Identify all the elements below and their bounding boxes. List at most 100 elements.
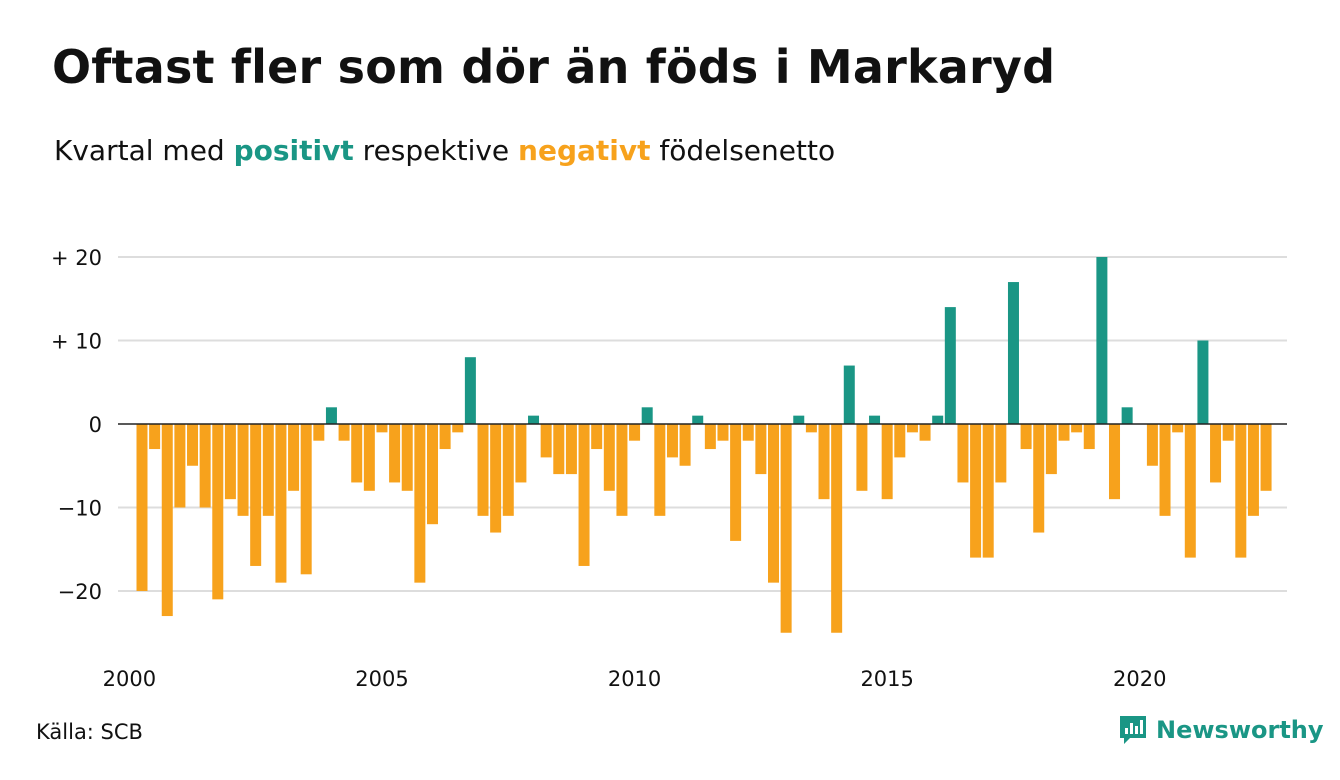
bar-negative [730,424,742,541]
bar-negative [906,424,918,433]
bar-negative [199,424,211,508]
bar-positive [932,415,944,424]
bar-negative [957,424,969,483]
subtitle-negative: negativt [518,134,651,167]
x-tick-label: 2005 [355,667,408,691]
bar-negative [1146,424,1158,466]
bar-negative [919,424,931,441]
y-tick-label: + 20 [51,246,102,270]
bar-negative [805,424,817,433]
bar-negative [654,424,666,516]
bar-negative [629,424,641,441]
bar-negative [553,424,565,475]
bar-negative [1247,424,1259,516]
bar-negative [401,424,413,491]
bar-negative [894,424,906,458]
bar-negative [174,424,186,508]
bar-negative [250,424,262,566]
bar-negative [755,424,767,475]
bar-positive [1197,340,1209,424]
bar-negative [1033,424,1045,533]
y-tick-label: 0 [89,413,102,437]
bar-negative [704,424,716,450]
subtitle-positive: positivt [233,134,354,167]
bar-negative [300,424,312,575]
bar-negative [982,424,994,558]
bar-negative [1222,424,1234,441]
x-tick-label: 2020 [1113,667,1166,691]
brand-name: Newsworthy [1156,716,1324,744]
bar-negative [477,424,489,516]
bar-negative [578,424,590,566]
bar-chart: + 20 + 10 0 −10 −20 2000 2005 2010 2015 2020 [51,246,1287,691]
source-note: Källa: SCB [36,720,143,744]
bar-negative [414,424,426,583]
bar-negative [187,424,199,466]
bar-positive [641,407,653,424]
bar-positive [944,307,956,424]
bar-negative [1210,424,1222,483]
subtitle-suffix: födelsenetto [650,134,836,167]
bar-negative [1235,424,1247,558]
bar-negative [603,424,615,491]
subtitle-prefix: Kvartal med [54,134,234,167]
bar-negative [970,424,982,558]
bar-negative [515,424,527,483]
bar-negative [742,424,754,441]
bar-negative [262,424,274,516]
chart-title: Oftast fler som dör än föds i Markaryd [52,40,1056,94]
bar-positive [325,407,337,424]
bar-negative [591,424,603,450]
bar-negative [1071,424,1083,433]
bar-negative [275,424,287,583]
subtitle-middle: respektive [353,134,519,167]
y-tick-label: + 10 [51,330,102,354]
bar-positive [1096,257,1108,424]
x-tick-label: 2010 [608,667,661,691]
bar-negative [565,424,577,475]
bar-negative [768,424,779,583]
bar-positive [692,415,704,424]
bar-negative [338,424,350,441]
bar-negative [237,424,249,516]
bar-negative [351,424,363,483]
bar-negative [1058,424,1070,441]
bar-negative [1020,424,1032,450]
newsworthy-logo-icon [1120,716,1146,744]
bar-negative [679,424,691,466]
bar-negative [389,424,401,483]
bar-negative [1184,424,1196,558]
bar-negative [1159,424,1171,516]
bar-negative [1109,424,1121,500]
bar-negative [136,424,148,591]
bar-negative [452,424,464,433]
bar-negative [818,424,830,500]
bar-negative [881,424,893,500]
bar-negative [1260,424,1272,491]
bar-negative [540,424,552,458]
bar-positive [869,415,881,424]
brand-logo: Newsworthy [1118,714,1324,746]
bar-negative [616,424,628,516]
x-tick-label: 2015 [860,667,913,691]
axes: + 20 + 10 0 −10 −20 2000 2005 2010 2015 2020 [51,246,1287,691]
bar-negative [313,424,325,441]
x-tick-label: 2000 [103,667,156,691]
y-tick-label: −10 [58,497,102,521]
bar-negative [212,424,224,600]
bar-positive [843,365,855,424]
bar-negative [1083,424,1095,450]
bar-negative [490,424,502,533]
bar-negative [426,424,438,525]
bar-negative [856,424,868,491]
bar-negative [717,424,729,441]
bar-positive [528,415,540,424]
bar-positive [1007,282,1019,424]
gridlines [118,256,1287,592]
bar-negative [376,424,388,433]
bar-negative [439,424,451,450]
y-tick-label: −20 [58,580,102,604]
bar-negative [502,424,514,516]
chart-subtitle: Kvartal med positivt respektive negativt… [54,134,835,167]
bar-positive [464,357,476,424]
